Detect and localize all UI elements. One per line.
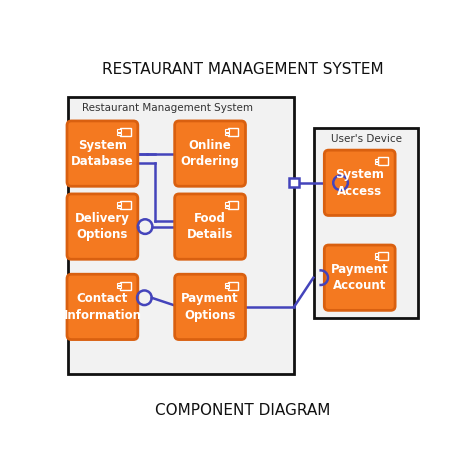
Text: Delivery
Options: Delivery Options [75, 212, 130, 241]
Text: Contact
Information: Contact Information [64, 292, 141, 322]
Bar [378, 157, 388, 165]
Bar [225, 283, 228, 285]
FancyBboxPatch shape [175, 274, 246, 339]
Bar [118, 202, 121, 204]
FancyBboxPatch shape [67, 121, 138, 186]
Bar [228, 282, 238, 290]
Bar [378, 252, 388, 260]
Text: Restaurant Management System: Restaurant Management System [82, 103, 253, 113]
Bar [228, 128, 238, 136]
Bar [120, 282, 130, 290]
Bar [374, 254, 378, 255]
Bar [228, 201, 238, 209]
FancyBboxPatch shape [67, 274, 138, 339]
Bar [118, 129, 121, 131]
Text: Food
Details: Food Details [187, 212, 233, 241]
Bar [225, 206, 228, 208]
FancyBboxPatch shape [324, 150, 395, 216]
Text: User's Device: User's Device [330, 134, 401, 144]
Bar [118, 133, 121, 135]
Bar [120, 201, 130, 209]
Bar [118, 286, 121, 288]
Text: System
Database: System Database [71, 139, 134, 168]
Bar [374, 162, 378, 164]
Bar [374, 257, 378, 259]
Bar [120, 128, 130, 136]
FancyBboxPatch shape [68, 97, 294, 374]
Text: Payment
Account: Payment Account [331, 263, 389, 292]
Text: System
Access: System Access [335, 168, 384, 198]
Bar [118, 206, 121, 208]
Bar [225, 286, 228, 288]
Text: COMPONENT DIAGRAM: COMPONENT DIAGRAM [155, 403, 330, 418]
FancyBboxPatch shape [175, 194, 246, 259]
FancyBboxPatch shape [314, 128, 418, 318]
Bar [374, 158, 378, 161]
Bar [290, 178, 299, 187]
Bar [225, 133, 228, 135]
FancyBboxPatch shape [175, 121, 246, 186]
FancyBboxPatch shape [67, 194, 138, 259]
Bar [225, 202, 228, 204]
Text: RESTAURANT MANAGEMENT SYSTEM: RESTAURANT MANAGEMENT SYSTEM [102, 62, 384, 77]
Text: Online
Ordering: Online Ordering [181, 139, 239, 168]
Text: Payment
Options: Payment Options [181, 292, 239, 322]
Bar [225, 129, 228, 131]
Bar [118, 283, 121, 285]
FancyBboxPatch shape [324, 245, 395, 310]
